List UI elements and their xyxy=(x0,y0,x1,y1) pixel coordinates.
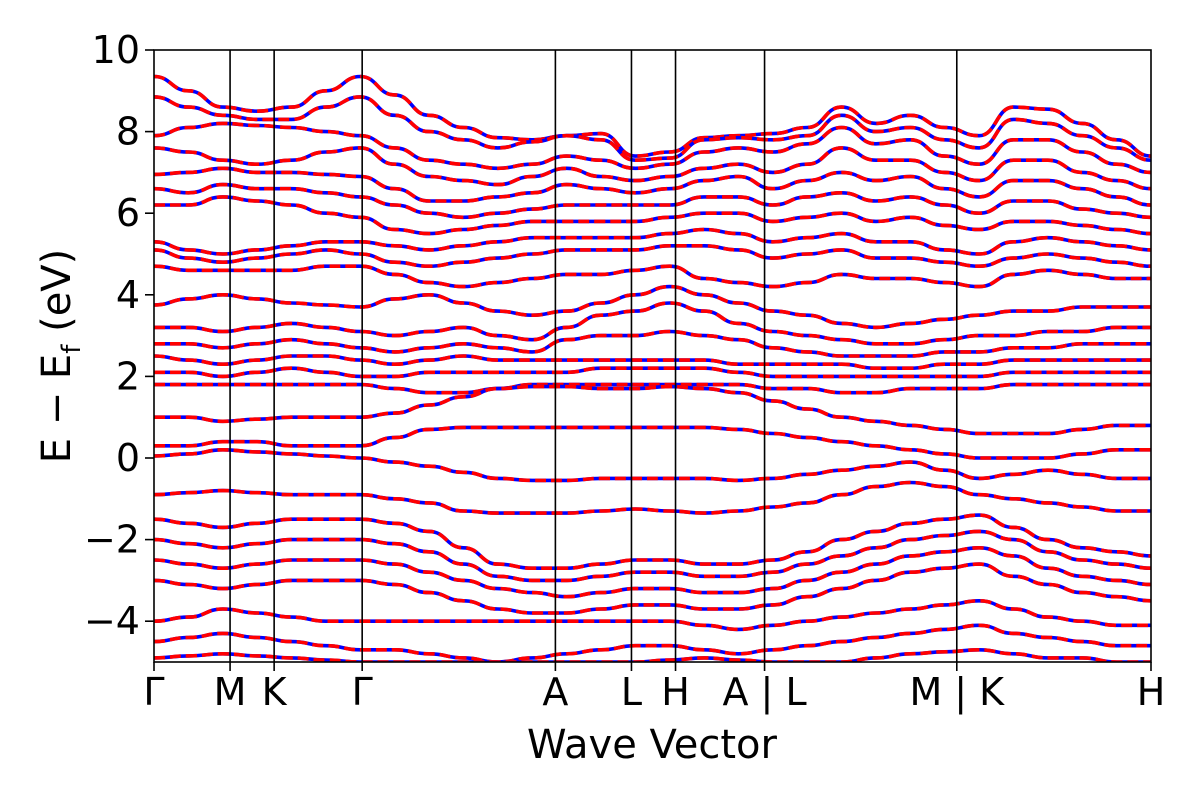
kpoint-lines xyxy=(229,50,958,662)
band-line-red xyxy=(154,182,1151,220)
x-axis-title: Wave Vector xyxy=(527,722,778,768)
band-line-red xyxy=(154,284,1151,330)
band-line-red xyxy=(154,301,1151,346)
band-line-red xyxy=(154,562,1151,615)
band-line-red xyxy=(154,354,1151,371)
x-tick-label: A xyxy=(542,670,568,714)
band-line-red xyxy=(154,648,1151,662)
y-tick-label: −2 xyxy=(84,518,140,562)
band-line-red xyxy=(154,623,1151,662)
x-tick-label: K xyxy=(262,670,288,714)
band-line-red xyxy=(154,329,1151,358)
band-line-red xyxy=(154,382,1151,395)
band-line-red xyxy=(154,146,1151,191)
x-tick-label: H xyxy=(1137,670,1166,714)
y-axis-title-unit: (eV) xyxy=(34,249,80,345)
band-line-red xyxy=(154,425,1151,460)
x-tick-label: A | L xyxy=(722,670,806,715)
y-tick-label: −4 xyxy=(84,599,140,643)
band-line-red xyxy=(154,74,1151,158)
band-line-red xyxy=(154,95,1151,162)
x-tick-label: M xyxy=(214,670,247,714)
x-tick-label: Γ xyxy=(143,670,164,714)
band-line-red xyxy=(154,384,1151,436)
band-line-red xyxy=(154,244,1151,268)
plot-frame xyxy=(153,49,1152,663)
y-tick-label: 8 xyxy=(116,110,140,154)
band-line-red xyxy=(154,513,1151,570)
band-line-red xyxy=(154,529,1151,583)
y-tick-label: 4 xyxy=(116,273,140,317)
band-line-red xyxy=(154,480,1151,515)
band-line-red xyxy=(154,121,1151,175)
bands-layer xyxy=(154,74,1151,662)
band-line-red xyxy=(154,599,1151,632)
y-tick-label: 0 xyxy=(116,436,140,480)
band-line-red xyxy=(154,448,1151,483)
band-line-red xyxy=(154,546,1151,599)
band-line-red xyxy=(154,166,1151,207)
y-tick-label: 10 xyxy=(92,28,140,72)
x-tick-label: H xyxy=(661,670,690,714)
band-line-red xyxy=(154,195,1151,236)
band-line-red xyxy=(154,366,1151,379)
x-tick-label: Γ xyxy=(352,670,373,714)
y-axis-title-main: E − E xyxy=(34,354,80,464)
band-line-red xyxy=(154,227,1151,256)
x-tick-label: M | K xyxy=(909,670,1005,715)
band-line-red xyxy=(154,264,1151,289)
y-axis-title: E − Ef (eV) xyxy=(34,249,87,464)
y-axis: −4 −2 0 2 4 6 8 10 xyxy=(84,28,154,643)
x-tick-label: L xyxy=(621,670,642,714)
y-tick-label: 6 xyxy=(116,191,140,235)
y-axis-title-subscript: f xyxy=(57,344,87,354)
y-tick-label: 2 xyxy=(116,354,140,398)
